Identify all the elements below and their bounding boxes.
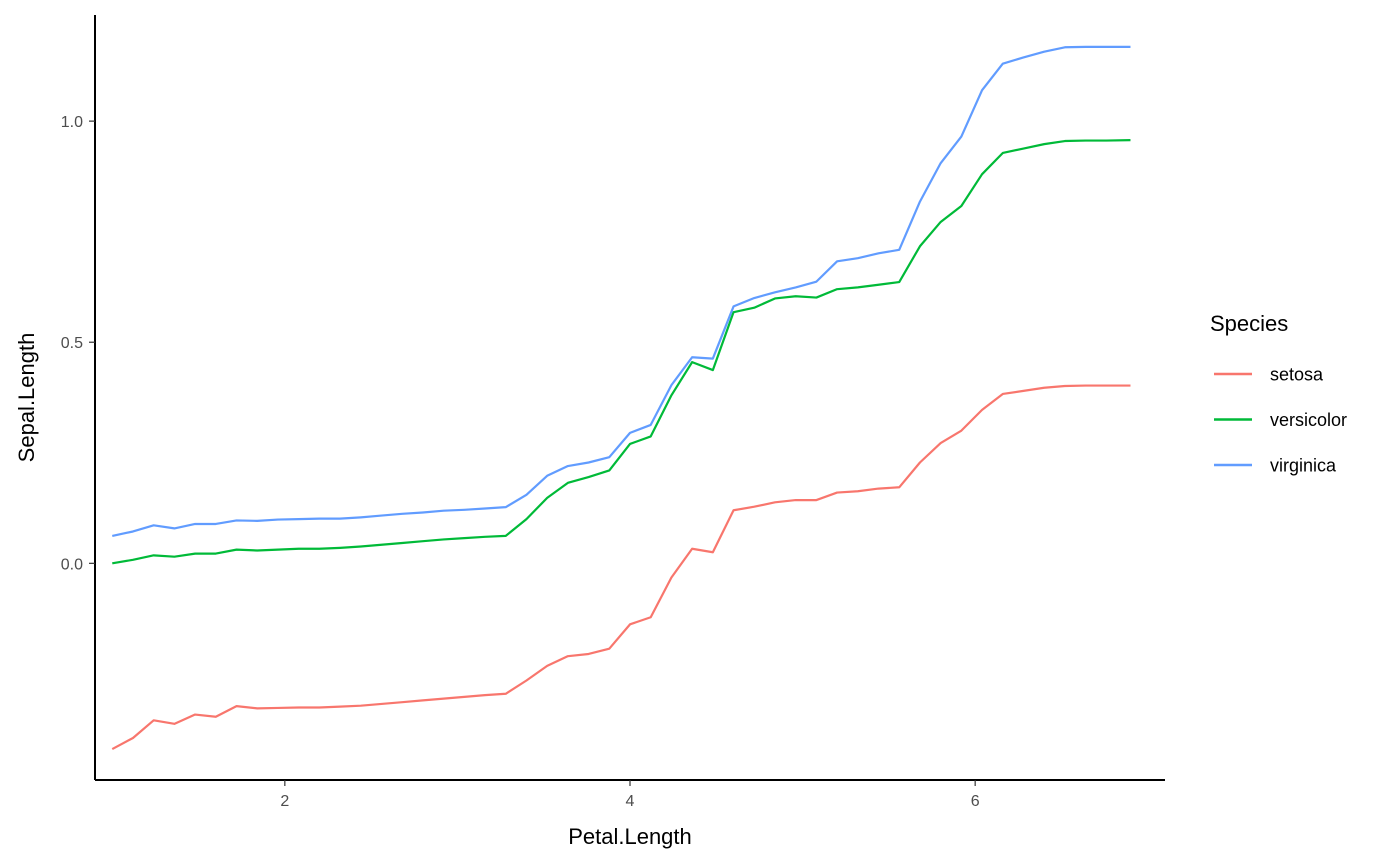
- legend-title: Species: [1210, 311, 1288, 336]
- x-tick-label: 2: [280, 793, 289, 810]
- legend-label-versicolor: versicolor: [1270, 410, 1347, 430]
- x-axis-title: Petal.Length: [568, 824, 692, 849]
- legend: Species setosa versicolor virginica: [1210, 311, 1347, 476]
- y-tick-label: 0.5: [61, 335, 83, 352]
- y-axis-title: Sepal.Length: [14, 333, 39, 463]
- y-axis-ticks: 0.0 0.5 1.0: [61, 114, 95, 573]
- series-layer: [111, 45, 1131, 751]
- y-tick-label: 1.0: [61, 114, 83, 131]
- x-tick-label: 6: [971, 793, 980, 810]
- x-tick-label: 4: [626, 793, 635, 810]
- x-axis-ticks: 2 4 6: [280, 780, 980, 810]
- series-line-virginica: [112, 45, 1131, 537]
- series-line-versicolor: [112, 139, 1131, 565]
- legend-label-virginica: virginica: [1270, 456, 1337, 476]
- y-tick-label: 0.0: [61, 556, 83, 573]
- legend-items: setosa versicolor virginica: [1214, 365, 1347, 476]
- series-line-setosa: [111, 384, 1131, 751]
- legend-label-setosa: setosa: [1270, 365, 1324, 385]
